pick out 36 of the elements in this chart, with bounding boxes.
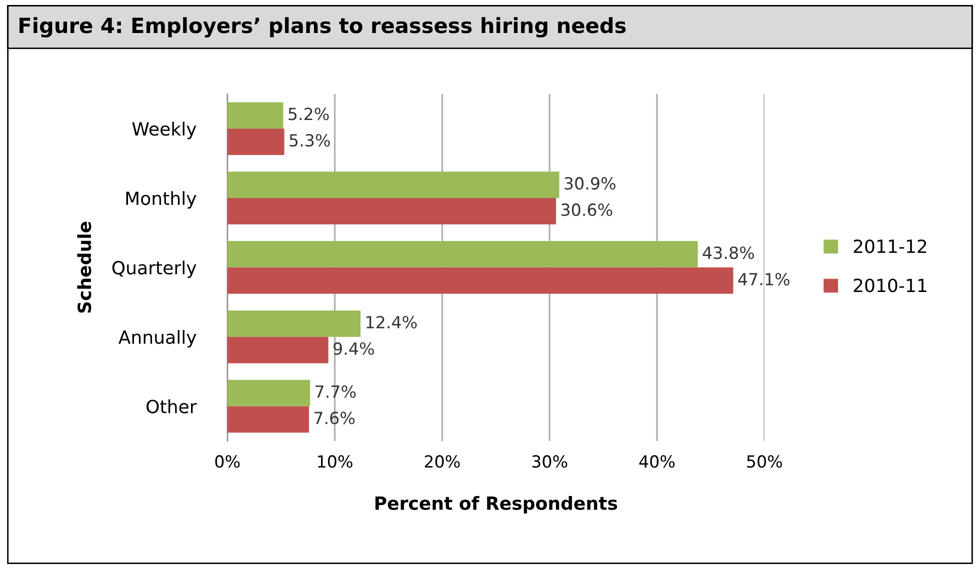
data-label: 47.1% [738, 272, 790, 286]
x-tick-label: 40% [639, 455, 675, 468]
legend-label: 2010-11 [854, 278, 926, 292]
data-label: 43.8% [702, 246, 754, 260]
data-label: 5.2% [288, 108, 329, 120]
data-label: 7.7% [316, 385, 356, 398]
x-tick-label: 10% [318, 455, 352, 468]
x-tick-label: 0% [215, 455, 240, 468]
bar [227, 336, 328, 364]
data-label: 5.3% [290, 134, 330, 147]
bar [227, 172, 560, 198]
bar [227, 241, 698, 268]
bar [227, 198, 556, 224]
x-tick-label: 20% [424, 455, 460, 468]
legend-label: 2011-12 [854, 239, 926, 254]
bar [227, 128, 284, 155]
chart-title: Figure 4: Employers’ plans to reassess hiring needs [20, 17, 626, 38]
x-tick-label: 30% [532, 455, 568, 468]
y-tick-label: Quarterly [112, 260, 196, 278]
bar [227, 267, 734, 294]
bar [227, 406, 309, 433]
data-label: 9.4% [334, 342, 374, 355]
data-label: 12.4% [366, 316, 417, 328]
y-tick-label: Annually [118, 330, 196, 348]
y-tick-label: Weekly [132, 122, 196, 140]
data-label: 30.9% [564, 177, 616, 190]
bar [227, 380, 310, 406]
y-axis-title: Schedule [77, 222, 92, 313]
y-tick-label: Monthly [126, 191, 196, 209]
x-axis-title: Percent of Respondents [375, 496, 618, 514]
bar [227, 102, 284, 129]
y-tick-label: Other [146, 399, 197, 414]
bar [227, 310, 361, 337]
data-label: 7.6% [314, 412, 355, 424]
x-tick-label: 50% [747, 455, 782, 468]
data-label: 30.6% [561, 203, 612, 216]
